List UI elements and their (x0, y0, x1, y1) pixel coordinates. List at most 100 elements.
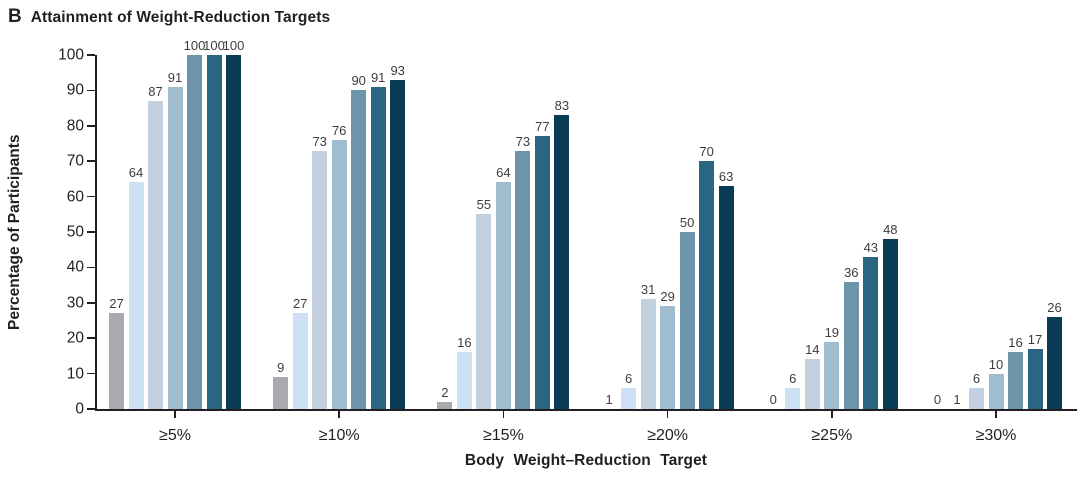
bar-series-6-dark-teal (370, 86, 386, 409)
y-axis-tick-label: 40 (66, 258, 84, 276)
bar-slot: 36 (843, 55, 859, 409)
bar-value-label: 73 (312, 133, 327, 149)
bar-series-7-navy (718, 185, 734, 409)
bar-group-25pct: 0 6 14 19 36 43 48 (766, 55, 898, 409)
bar-series-1-gray (109, 313, 124, 409)
bar-series-4-medium-blue (660, 306, 676, 409)
bar-series-2-pale-blue (292, 313, 308, 409)
x-axis-tick (666, 411, 669, 418)
bar-value-label: 50 (679, 215, 695, 230)
bar-value-label: 27 (292, 296, 308, 312)
y-axis-tick-label: 10 (66, 364, 84, 382)
bar-series-5-slate-blue (351, 90, 367, 409)
bar-value-label: 91 (370, 69, 386, 85)
plot-area: 27 64 87 91 100 100 100 ≥5% 9 27 73 76 90 91 93 ≥10% 2 16… (87, 39, 1077, 444)
bar-series-3-light-blue (476, 214, 492, 409)
bar-series-6-dark-teal (699, 161, 715, 409)
bar-series-1-gray (437, 401, 453, 409)
y-axis-tick (87, 160, 95, 162)
bar-value-label: 87 (148, 84, 163, 100)
bar-value-label: 0 (933, 392, 942, 407)
y-axis-tick (87, 195, 95, 198)
bar-series-4-medium-blue (824, 341, 840, 409)
title-text: Attainment of Weight-Reduction Targets (30, 9, 331, 26)
y-axis-tick-label: 50 (66, 223, 84, 241)
bar-value-label: 6 (972, 370, 981, 386)
x-axis-tick (174, 411, 176, 418)
bar-slot: 91 (370, 55, 386, 409)
bar-series-5-slate-blue (515, 150, 531, 409)
bar-value-label: 9 (277, 360, 285, 376)
bar-series-2-pale-blue (785, 387, 801, 409)
x-axis-tick (831, 411, 833, 418)
bar-value-label: 16 (457, 335, 472, 351)
bar-slot: 50 (679, 55, 695, 409)
bar-series-6-dark-teal (534, 136, 550, 409)
bar-series-7-navy (554, 115, 570, 409)
y-axis-tick (87, 302, 95, 304)
bar-value-label: 19 (824, 324, 840, 340)
bar-slot: 48 (882, 55, 898, 409)
bar-slot: 63 (718, 55, 734, 409)
x-category-label: ≥25% (811, 426, 853, 444)
bar-slot: 73 (312, 55, 328, 409)
bar-slot: 17 (1027, 55, 1043, 409)
bar-series-4-medium-blue (988, 373, 1004, 409)
figure-title: B Attainment of Weight-Reduction Targets (8, 6, 330, 28)
x-category-label: ≥10% (318, 426, 360, 444)
bar-slot: 87 (148, 55, 163, 409)
bar-slot: 83 (554, 55, 570, 409)
bar-slot: 100 (203, 39, 225, 409)
bar-group-30pct: 0 1 6 10 16 17 26 (930, 55, 1062, 409)
x-axis-title: Body Weight–Reduction Target (464, 452, 708, 469)
bar-slot: 16 (456, 55, 472, 409)
bar-slot: 1 (950, 55, 965, 409)
bar-slot: 64 (495, 55, 511, 409)
bar-value-label: 27 (109, 296, 124, 312)
bar-value-label: 100 (183, 38, 206, 53)
bar-slot: 9 (273, 55, 289, 409)
y-axis-tick (87, 54, 95, 56)
bar-value-label: 63 (718, 168, 734, 184)
bar-slot: 27 (109, 55, 124, 409)
panel-label: B (8, 6, 22, 27)
bar-slot: 73 (515, 55, 531, 409)
y-axis-tick-label: 20 (66, 329, 84, 347)
bar-value-label: 100 (203, 38, 225, 53)
bar-series-1-gray (273, 377, 289, 409)
bar-slot: 19 (824, 55, 840, 409)
bar-value-label: 26 (1047, 299, 1062, 315)
x-category-label: ≥30% (975, 426, 1017, 444)
bar-series-6-dark-teal (863, 256, 879, 409)
bar-series-5-slate-blue (843, 281, 859, 409)
bar-value-label: 100 (222, 38, 245, 53)
bar-slot: 6 (621, 55, 637, 409)
y-axis-tick-label: 90 (66, 81, 84, 99)
bar-value-label: 2 (441, 384, 449, 400)
bar-value-label: 1 (605, 392, 613, 407)
y-axis-tick-label: 70 (66, 152, 84, 170)
bar-series-5-slate-blue (679, 232, 695, 409)
bar-value-label: 31 (640, 282, 656, 298)
bar-value-label: 16 (1008, 335, 1023, 351)
x-category-label: ≥20% (647, 426, 688, 444)
bar-slot: 0 (766, 55, 781, 409)
bar-group-20pct: 1 6 31 29 50 70 63 (602, 55, 734, 409)
bar-slot: 64 (128, 55, 144, 409)
bar-group-15pct: 2 16 55 64 73 77 83 (437, 55, 570, 409)
bar-series-6-dark-teal (1027, 348, 1043, 409)
bar-value-label: 14 (805, 342, 820, 358)
bar-slot: 0 (930, 55, 945, 409)
bar-series-4-medium-blue (495, 182, 511, 409)
bar-value-label: 93 (390, 62, 405, 78)
y-axis-tick (87, 231, 95, 233)
bar-series-3-light-blue (312, 150, 328, 409)
bar-value-label: 1 (953, 392, 961, 407)
bar-value-label: 64 (496, 165, 511, 181)
bar-value-label: 83 (554, 98, 570, 114)
bar-group-5pct: 27 64 87 91 100 100 100 (109, 39, 244, 409)
y-axis-tick-label: 30 (66, 294, 84, 312)
bar-slot: 1 (602, 55, 617, 409)
y-axis-tick (87, 337, 95, 339)
y-axis-tick-label: 0 (75, 400, 84, 418)
